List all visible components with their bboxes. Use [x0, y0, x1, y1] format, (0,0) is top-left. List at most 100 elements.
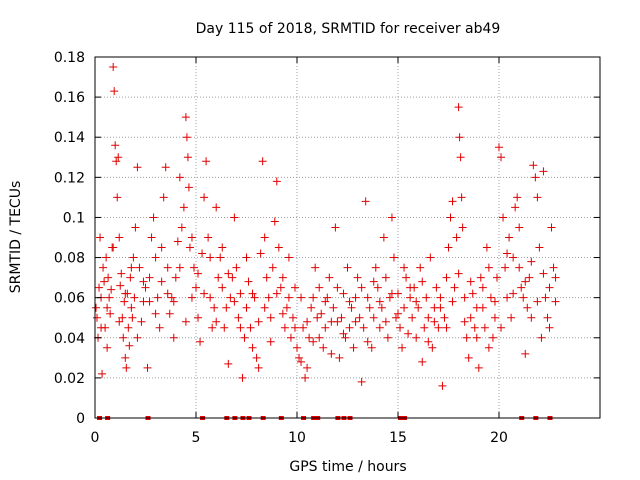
data-point [109, 243, 118, 252]
data-point [412, 333, 421, 342]
data-point [345, 297, 354, 306]
data-point [396, 323, 405, 332]
x-axis-label: GPS time / hours [289, 459, 406, 475]
data-point [537, 333, 546, 342]
data-point [117, 269, 126, 278]
data-point [196, 337, 205, 346]
data-point [551, 273, 560, 282]
data-point [284, 253, 293, 262]
data-point [106, 309, 115, 318]
data-point [357, 283, 366, 292]
data-point [149, 213, 158, 222]
data-point [468, 289, 477, 298]
data-point [488, 333, 497, 342]
data-point [157, 277, 166, 286]
data-point [139, 277, 148, 286]
data-point [375, 297, 384, 306]
data-point [169, 297, 178, 306]
data-point [95, 283, 104, 292]
data-point [412, 297, 421, 306]
data-point [151, 253, 160, 262]
data-point [442, 273, 451, 282]
data-point [250, 293, 259, 302]
data-point [363, 337, 372, 346]
data-point [515, 223, 524, 232]
data-point [202, 157, 211, 166]
data-point [282, 303, 291, 312]
data-point [274, 243, 283, 252]
data-point [210, 303, 219, 312]
data-point [167, 293, 176, 302]
data-point [470, 323, 479, 332]
data-point [311, 263, 320, 272]
data-point [230, 213, 239, 222]
data-point [545, 323, 554, 332]
data-point [286, 333, 295, 342]
data-point [107, 285, 116, 294]
data-point [509, 253, 518, 262]
data-point [507, 313, 516, 322]
y-tick-label: 0 [76, 411, 85, 427]
data-point [375, 323, 384, 332]
data-point [112, 157, 121, 166]
data-point [105, 293, 114, 302]
data-point [341, 333, 350, 342]
data-point [484, 263, 493, 272]
data-point [545, 283, 554, 292]
data-point [242, 303, 251, 312]
data-point [266, 313, 275, 322]
data-point [116, 281, 125, 290]
data-point [119, 333, 128, 342]
data-point [418, 357, 427, 366]
data-point [347, 303, 356, 312]
data-point [268, 263, 277, 272]
data-points [92, 63, 560, 420]
data-point [313, 313, 322, 322]
data-point [212, 203, 221, 212]
data-point [192, 283, 200, 292]
y-tick-label: 0.12 [54, 170, 85, 186]
data-point [103, 343, 112, 352]
data-point [523, 303, 532, 312]
data-point [547, 223, 556, 232]
data-point [371, 263, 380, 272]
data-point [353, 273, 362, 282]
data-point [297, 357, 306, 366]
data-point [293, 343, 301, 352]
data-point [404, 329, 413, 338]
data-point [284, 293, 293, 302]
data-point [339, 289, 348, 298]
data-point [290, 283, 299, 292]
data-point [351, 317, 360, 326]
data-point [157, 243, 166, 252]
data-point [118, 313, 127, 322]
data-point [505, 233, 514, 242]
data-point [143, 363, 152, 372]
data-point [236, 323, 245, 332]
data-point [147, 233, 156, 242]
data-point [133, 163, 142, 172]
data-point [216, 253, 225, 262]
data-point [97, 323, 106, 332]
data-point [200, 193, 209, 202]
data-point [110, 87, 119, 96]
data-point [163, 289, 172, 298]
data-point [527, 313, 536, 322]
data-point [442, 323, 451, 332]
data-point [124, 323, 133, 332]
data-point [446, 213, 455, 222]
data-point [387, 289, 396, 298]
data-point [406, 283, 415, 292]
data-point [103, 303, 112, 312]
data-point [305, 333, 314, 342]
data-point [424, 337, 433, 346]
data-point [307, 303, 316, 312]
data-point [248, 343, 257, 352]
data-point [325, 273, 334, 282]
data-point [183, 153, 192, 162]
data-point [460, 317, 469, 326]
data-point [478, 303, 487, 312]
data-point [533, 193, 542, 202]
data-point [511, 203, 520, 212]
y-tick-label: 0.06 [54, 291, 85, 307]
